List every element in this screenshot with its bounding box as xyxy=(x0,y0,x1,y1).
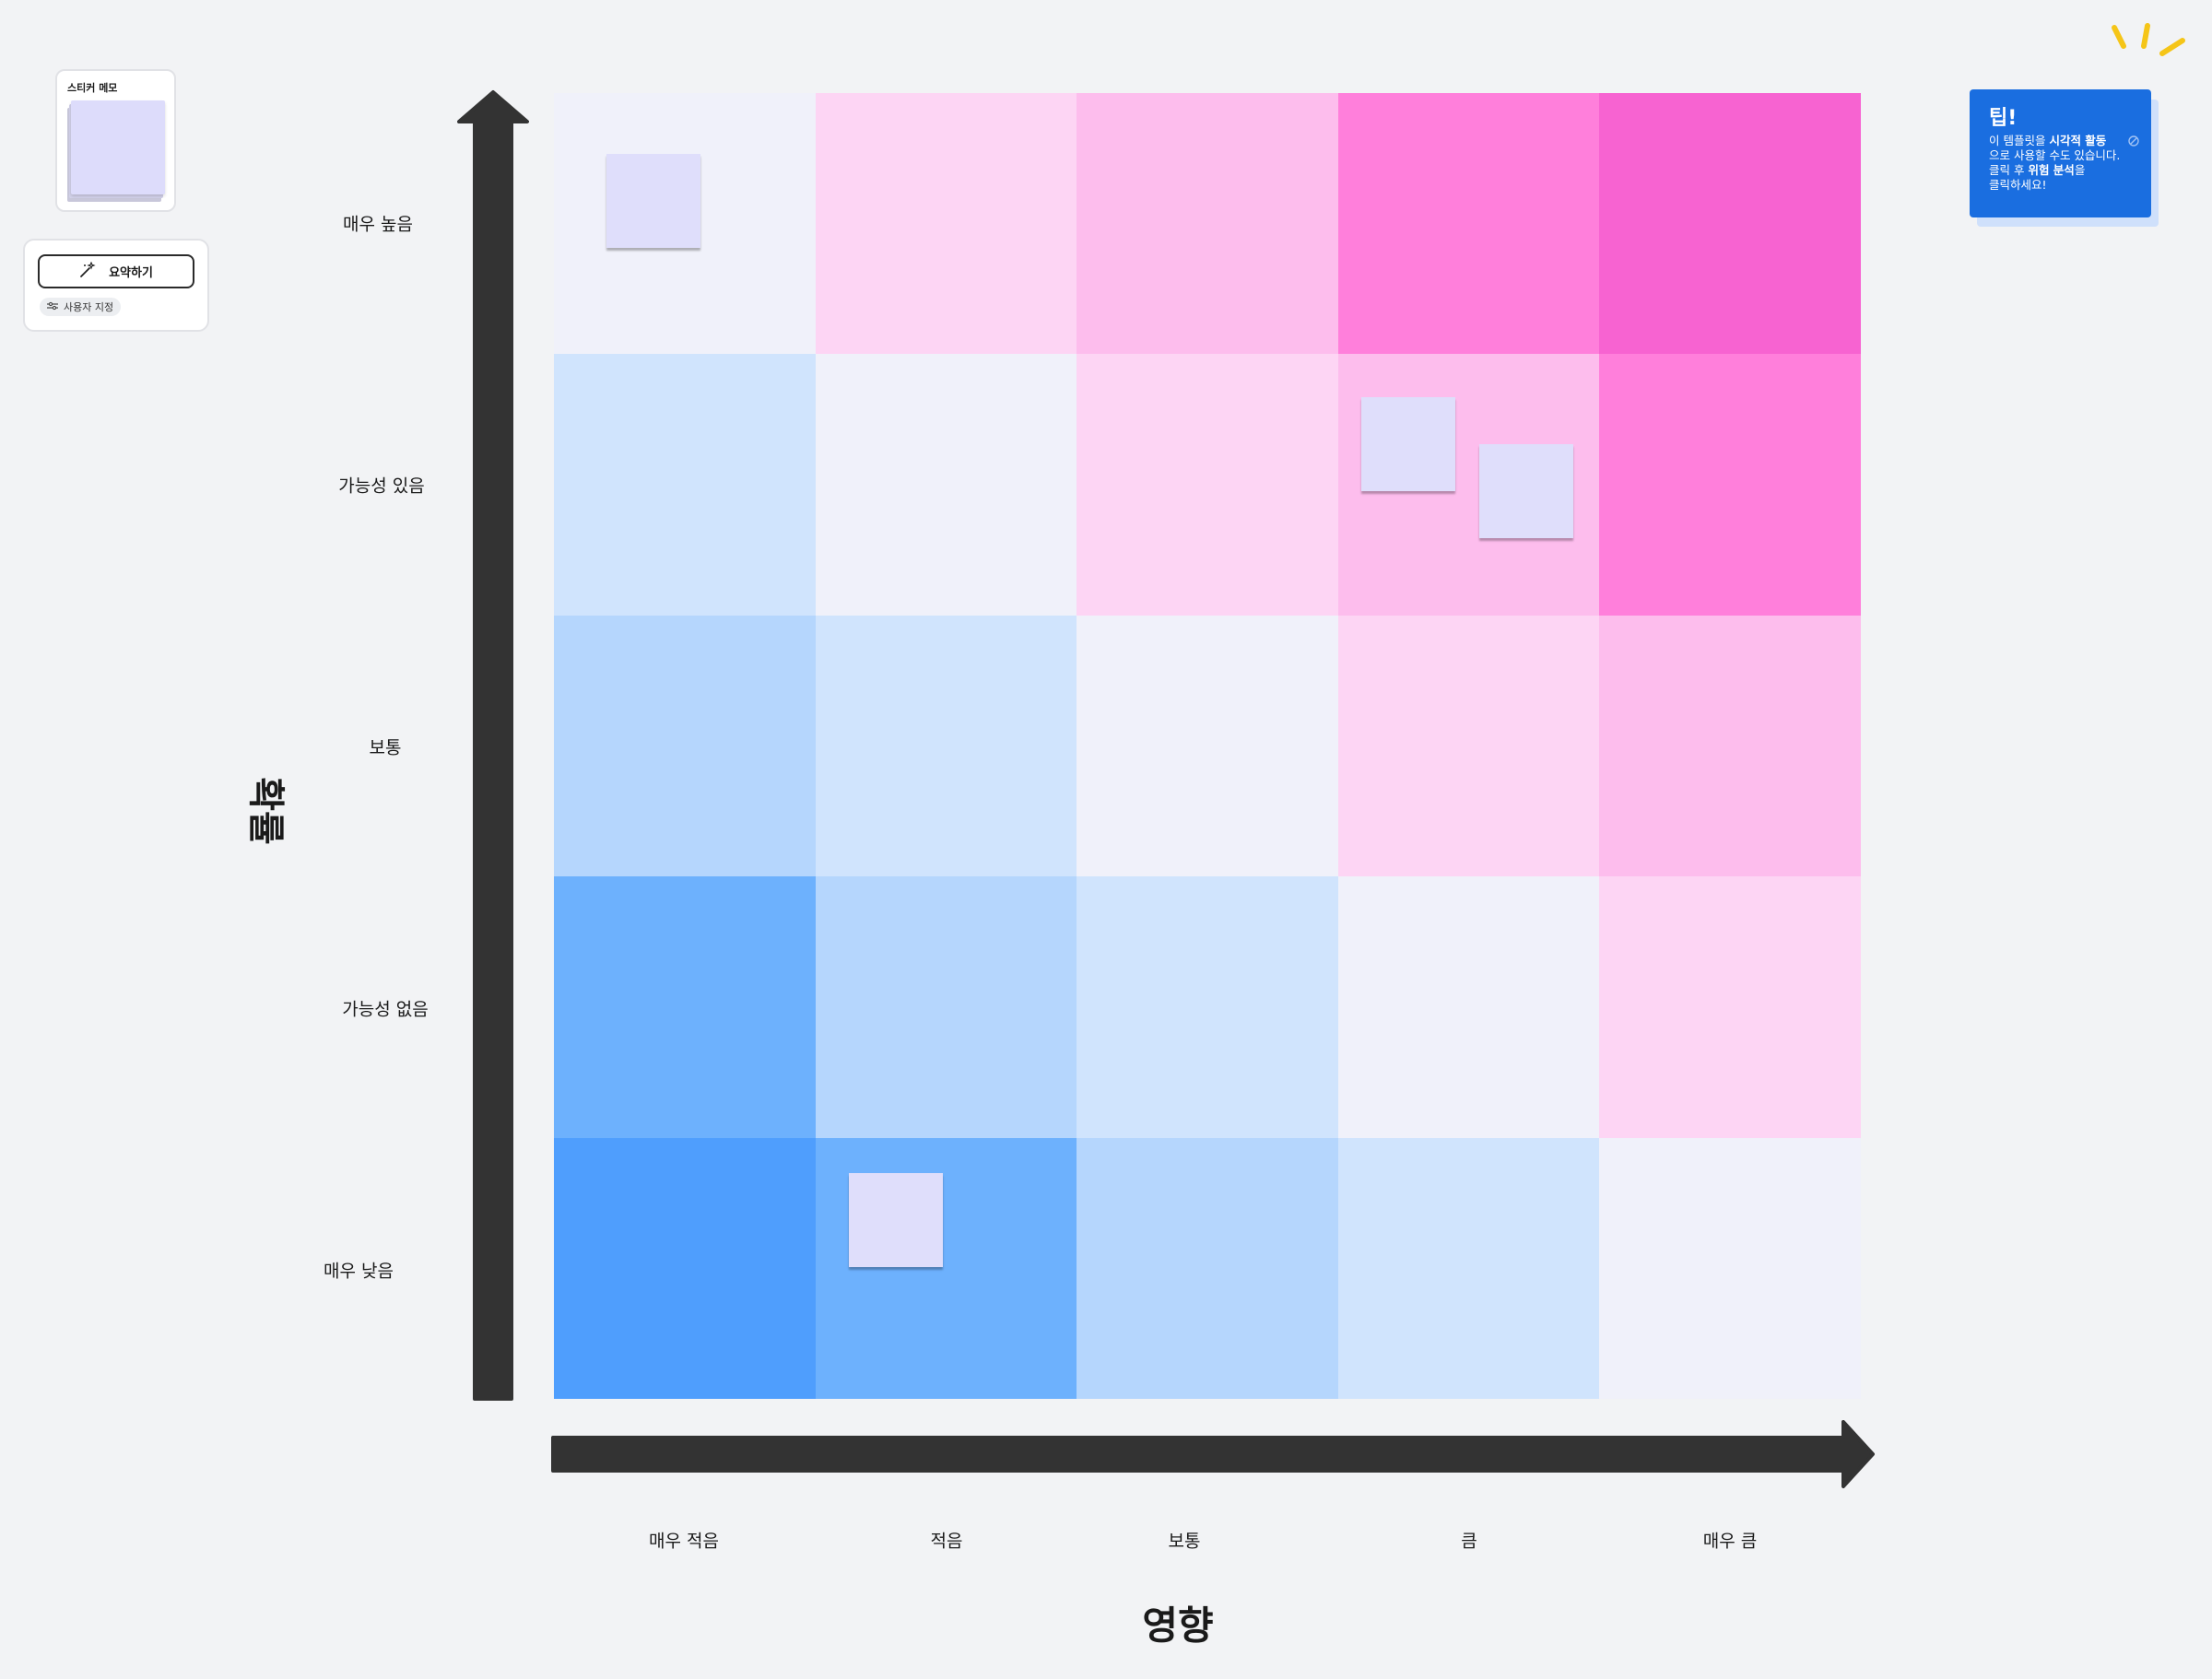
sticky-note[interactable] xyxy=(606,154,700,248)
matrix-cell-r2-c1[interactable] xyxy=(554,354,816,616)
col-label-medium: 보통 xyxy=(1168,1531,1201,1552)
sticky-note-tool[interactable]: 스티커 메모 xyxy=(55,69,176,212)
tip-text: 을 xyxy=(2074,163,2086,177)
matrix-cell-r1-c4[interactable] xyxy=(1337,93,1600,355)
tip-text: 으로 사용할 수도 있습니다. xyxy=(1989,148,2121,162)
matrix-cell-r5-c5[interactable] xyxy=(1599,1137,1861,1399)
sliders-icon xyxy=(47,301,58,313)
matrix-cell-r3-c2[interactable] xyxy=(815,615,1077,877)
tip-text: 이 템플릿을 xyxy=(1989,134,2050,147)
matrix-cell-r2-c2[interactable] xyxy=(815,354,1077,616)
row-label-very-high: 매우 높음 xyxy=(343,214,413,235)
customize-chip[interactable]: 사용자 지정 xyxy=(40,298,122,316)
matrix-cell-r2-c5[interactable] xyxy=(1599,354,1861,616)
tip-body: 이 템플릿을 시각적 활동 으로 사용할 수도 있습니다. 클릭 후 위험 분석… xyxy=(1989,134,2136,193)
tip-text: 클릭하세요! xyxy=(1989,178,2047,192)
tip-text-bold: 시각적 활동 xyxy=(2049,134,2107,147)
y-axis-arrow xyxy=(457,90,529,1401)
summarize-button[interactable]: 요약하기 xyxy=(38,254,194,288)
sticky-note-stack[interactable] xyxy=(67,100,165,202)
matrix-cell-r3-c4[interactable] xyxy=(1337,615,1600,877)
pin-icon[interactable] xyxy=(2127,134,2140,151)
tip-text: 클릭 후 xyxy=(1989,163,2029,177)
row-label-medium: 보통 xyxy=(369,737,402,758)
matrix-cell-r3-c5[interactable] xyxy=(1599,615,1861,877)
sticky-note[interactable] xyxy=(1361,397,1455,491)
matrix-cell-r4-c1[interactable] xyxy=(554,876,816,1138)
sparkle-icon xyxy=(2112,23,2185,56)
matrix-cell-r1-c3[interactable] xyxy=(1077,93,1338,355)
col-label-small: 적음 xyxy=(930,1531,963,1552)
matrix-cell-r1-c5[interactable] xyxy=(1599,93,1861,355)
matrix-cell-r3-c1[interactable] xyxy=(554,615,816,877)
risk-matrix xyxy=(554,93,1861,1399)
tip-card[interactable]: 팁! 이 템플릿을 시각적 활동 으로 사용할 수도 있습니다. 클릭 후 위험… xyxy=(1970,89,2151,217)
matrix-cell-r5-c4[interactable] xyxy=(1337,1137,1600,1399)
x-axis-title: 영향 xyxy=(1142,1603,1214,1649)
x-axis-arrow xyxy=(551,1420,1875,1488)
matrix-cell-r2-c3[interactable] xyxy=(1077,354,1338,616)
row-label-likely: 가능성 있음 xyxy=(338,476,425,497)
row-label-very-low: 매우 낮음 xyxy=(324,1261,394,1282)
col-label-large: 큼 xyxy=(1461,1531,1477,1552)
matrix-cell-r4-c3[interactable] xyxy=(1077,876,1338,1138)
matrix-cell-r5-c1[interactable] xyxy=(554,1137,816,1399)
matrix-cell-r4-c4[interactable] xyxy=(1337,876,1600,1138)
magic-wand-icon xyxy=(79,260,96,282)
y-axis-title: 확률 xyxy=(244,777,287,845)
customize-chip-label: 사용자 지정 xyxy=(64,301,114,313)
matrix-cell-r3-c3[interactable] xyxy=(1077,615,1338,877)
col-label-very-small: 매우 적음 xyxy=(649,1531,719,1552)
matrix-cell-r4-c5[interactable] xyxy=(1599,876,1861,1138)
sticky-note-sheet xyxy=(71,100,165,194)
matrix-cell-r4-c2[interactable] xyxy=(815,876,1077,1138)
tip-title: 팁! xyxy=(1989,107,2018,130)
summarize-button-label: 요약하기 xyxy=(109,266,153,280)
sticky-note[interactable] xyxy=(849,1173,943,1267)
summarize-panel: 요약하기 사용자 지정 xyxy=(23,239,209,332)
matrix-cell-r5-c3[interactable] xyxy=(1077,1137,1338,1399)
tip-text-bold: 위험 분석 xyxy=(2028,163,2075,177)
col-label-very-large: 매우 큼 xyxy=(1702,1531,1758,1552)
row-label-unlikely: 가능성 없음 xyxy=(342,999,429,1020)
sticky-note[interactable] xyxy=(1479,444,1573,538)
sticky-note-tool-title: 스티커 메모 xyxy=(67,82,118,94)
matrix-cell-r1-c2[interactable] xyxy=(815,93,1077,355)
